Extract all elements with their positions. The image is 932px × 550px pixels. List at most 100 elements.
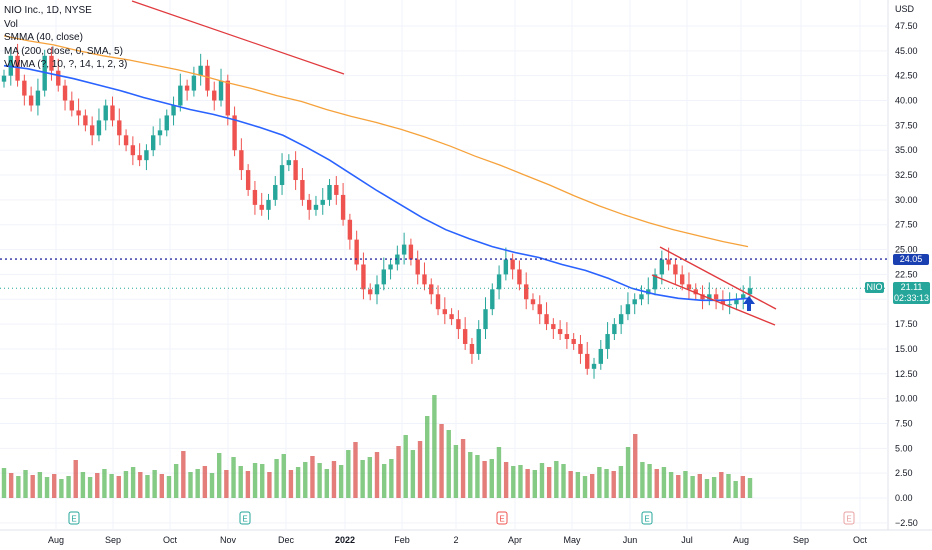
volume-bar bbox=[711, 477, 717, 498]
volume-bar bbox=[654, 469, 659, 498]
volume-bar bbox=[589, 474, 595, 498]
volume-bar bbox=[130, 467, 136, 498]
candle-body bbox=[578, 343, 583, 354]
price-axis[interactable]: 47.50 45.00 42.50 40.00 37.50 35.00 32.50 30.00… bbox=[895, 4, 918, 528]
candles bbox=[1, 43, 753, 379]
earnings-marker-box bbox=[496, 511, 508, 525]
candle-body bbox=[381, 269, 386, 285]
volume-bar bbox=[396, 446, 401, 498]
volume-bar bbox=[503, 462, 509, 498]
candle-body bbox=[585, 353, 590, 369]
candle-body bbox=[103, 105, 108, 121]
trend-line-long bbox=[131, 0, 345, 75]
candle-body bbox=[8, 55, 13, 76]
candle-body bbox=[306, 199, 312, 210]
candle-body bbox=[442, 309, 448, 315]
candle-body bbox=[218, 80, 224, 101]
bar-countdown: 02:33:13 bbox=[893, 293, 930, 303]
volume-bar bbox=[403, 435, 408, 498]
volume-bar bbox=[202, 466, 208, 498]
volume-bar bbox=[460, 439, 466, 498]
volume-bar bbox=[425, 416, 430, 498]
candle-body bbox=[530, 299, 536, 305]
volume-bar bbox=[676, 475, 681, 498]
candle-body bbox=[22, 80, 27, 96]
x-tick-label: 2022 bbox=[335, 535, 355, 545]
earnings-marker-letter: E bbox=[644, 515, 649, 524]
volume-bar bbox=[525, 469, 530, 498]
candle-body bbox=[659, 259, 665, 275]
candle-body bbox=[415, 259, 420, 275]
volume-bar bbox=[224, 470, 229, 498]
x-tick-label: Nov bbox=[220, 535, 237, 545]
volume-bar bbox=[432, 395, 437, 498]
candle-body bbox=[368, 289, 373, 295]
candle-body bbox=[618, 314, 624, 325]
candle-body bbox=[62, 85, 68, 101]
volume-bar bbox=[683, 471, 688, 498]
candle-body bbox=[388, 264, 393, 270]
y-tick-label: 25.00 bbox=[895, 245, 918, 255]
volume-bar bbox=[633, 434, 638, 498]
volume-bar bbox=[23, 470, 28, 498]
volume-bar bbox=[568, 471, 573, 498]
volume-bar bbox=[16, 476, 21, 498]
candle-body bbox=[462, 329, 468, 344]
candle-body bbox=[49, 55, 54, 71]
volume-bar bbox=[30, 475, 35, 498]
volume-bar bbox=[704, 479, 710, 498]
volume-bar bbox=[690, 476, 695, 498]
volume-bar bbox=[288, 470, 294, 498]
volume-bar bbox=[468, 452, 473, 498]
candle-body bbox=[673, 264, 678, 275]
volume-bar bbox=[511, 466, 516, 498]
y-tick-label: 0.00 bbox=[895, 493, 913, 503]
breakout-arrow-icon bbox=[743, 296, 755, 311]
volume-bar bbox=[52, 474, 57, 498]
grid-lines bbox=[0, 0, 932, 531]
earnings-marker-letter: E bbox=[242, 515, 247, 524]
volume-bar bbox=[353, 442, 358, 498]
volume-bar bbox=[539, 463, 545, 498]
candle-body bbox=[320, 199, 325, 205]
channel-upper-line bbox=[659, 246, 777, 310]
candle-body bbox=[571, 339, 576, 344]
y-tick-label: 2.50 bbox=[895, 468, 913, 478]
currency-label: USD bbox=[895, 4, 915, 14]
candle-body bbox=[591, 363, 597, 369]
candle-body bbox=[707, 294, 712, 300]
legend-item-smma[interactable]: SMMA (40, close) bbox=[4, 32, 83, 43]
candle-body bbox=[537, 304, 542, 315]
candle-body bbox=[435, 294, 441, 310]
candle-body bbox=[354, 239, 359, 265]
candle-body bbox=[496, 274, 502, 290]
candle-body bbox=[700, 294, 705, 300]
legend-item-ma[interactable]: MA (200, close, 0, SMA, 5) bbox=[4, 45, 123, 57]
volume-bar bbox=[446, 430, 451, 498]
candle-body bbox=[503, 259, 509, 275]
candle-body bbox=[69, 100, 75, 111]
earnings-marker-letter: E bbox=[499, 515, 504, 524]
volume-bar bbox=[152, 470, 157, 498]
candle-body bbox=[259, 204, 264, 210]
earnings-marker-box bbox=[239, 511, 251, 525]
candle-body bbox=[361, 264, 366, 290]
volume-bar bbox=[582, 476, 588, 498]
volume-bar bbox=[8, 473, 14, 498]
legend-item-vol[interactable]: Vol bbox=[4, 18, 18, 30]
legend-item-vwma[interactable]: VWMA (?, 10, ?, 14, 1, 2, 3) bbox=[4, 59, 128, 70]
candle-body bbox=[83, 115, 88, 126]
volume-bar bbox=[238, 466, 243, 498]
candle-body bbox=[374, 284, 380, 295]
level-price-tag: 24.05 bbox=[893, 254, 929, 265]
candle-body bbox=[422, 274, 427, 285]
volume-bar bbox=[166, 476, 172, 498]
time-axis[interactable]: Aug Sep Oct Nov Dec 2022 Feb 2 Apr May Jun Jul Aug Se… bbox=[48, 535, 868, 545]
candle-body bbox=[171, 105, 176, 116]
candle-body bbox=[456, 319, 461, 330]
chart-title[interactable]: NIO Inc., 1D, NYSE bbox=[4, 5, 92, 16]
candle-body bbox=[510, 259, 515, 270]
volume-bar bbox=[604, 469, 609, 498]
